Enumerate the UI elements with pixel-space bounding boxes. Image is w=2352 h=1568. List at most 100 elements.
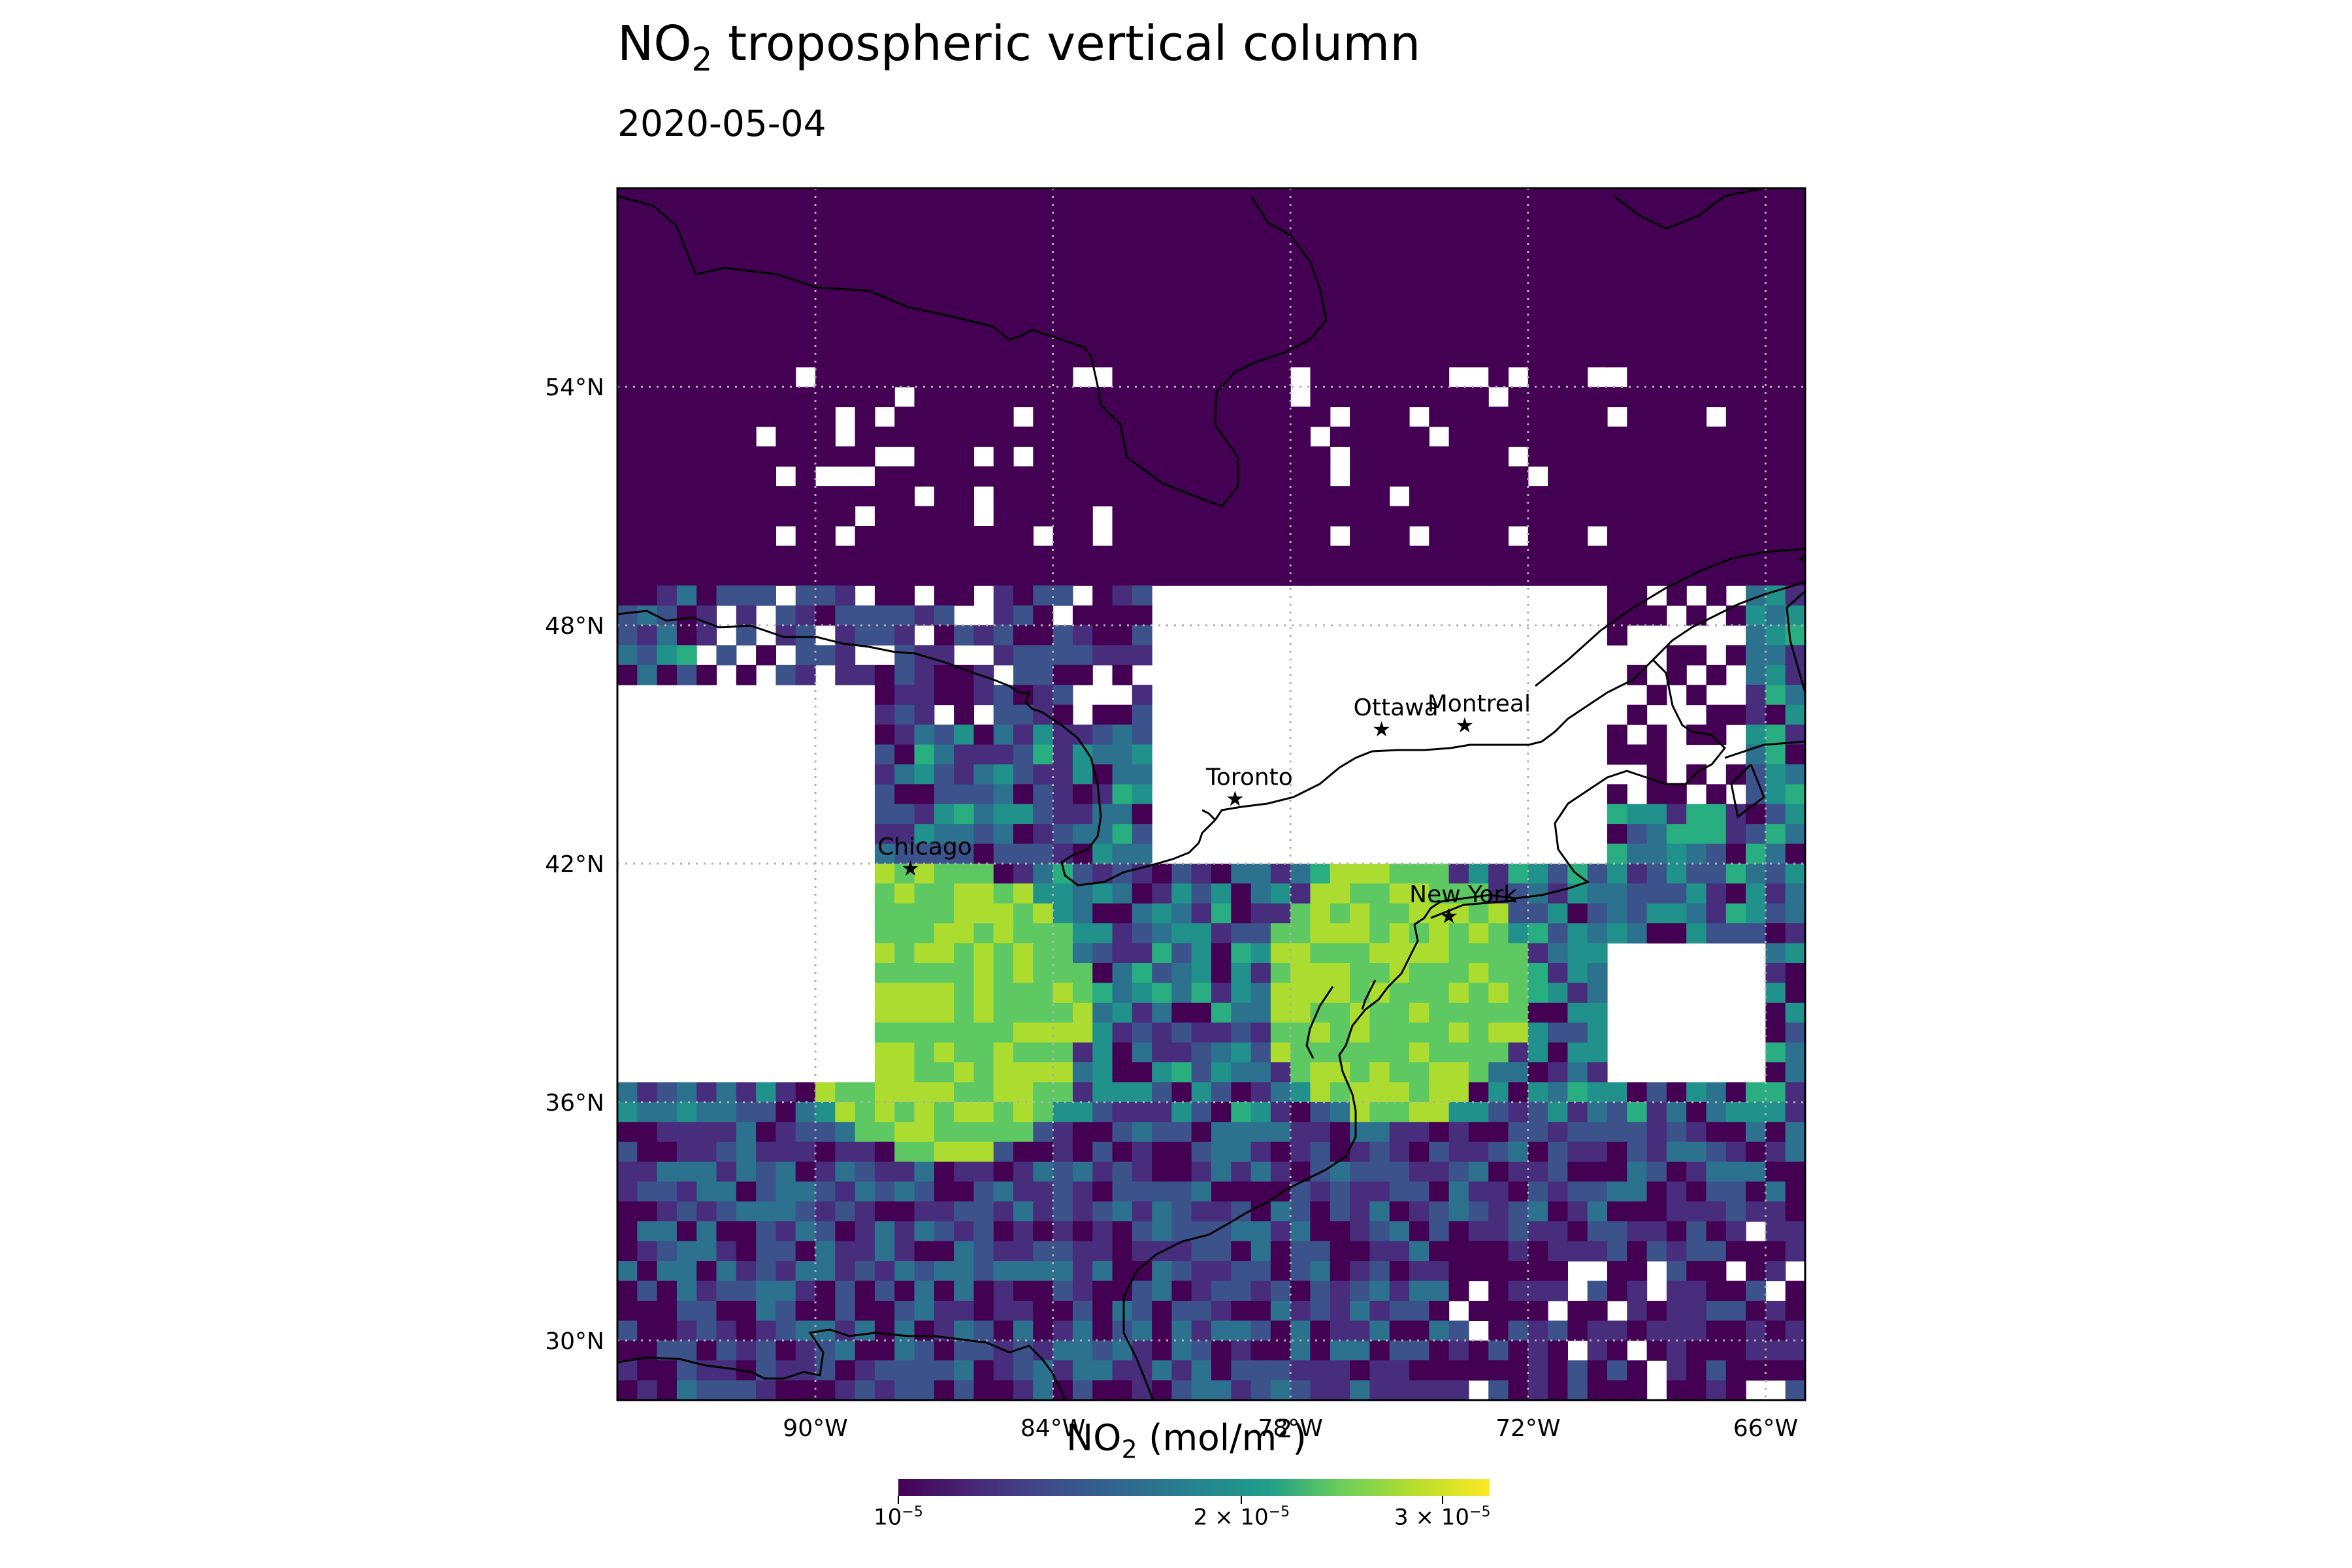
data-cell — [1072, 725, 1093, 745]
data-cell — [657, 1301, 678, 1321]
data-cell — [1706, 1320, 1727, 1341]
data-cell — [1448, 963, 1469, 983]
data-cell — [1290, 1221, 1311, 1242]
data-cell — [1389, 446, 1410, 467]
data-cell — [1092, 725, 1113, 745]
data-cell — [1053, 446, 1073, 467]
data-cell — [1072, 486, 1093, 507]
data-cell — [1429, 287, 1450, 308]
data-cell — [934, 903, 955, 924]
data-cell — [815, 1141, 836, 1162]
data-cell — [1250, 248, 1271, 269]
data-cell — [716, 645, 737, 666]
data-cell — [1706, 426, 1727, 447]
data-cell — [1310, 506, 1331, 527]
data-cell — [1330, 1320, 1350, 1341]
data-cell — [1033, 347, 1054, 368]
data-cell — [1211, 1141, 1232, 1162]
data-cell — [1231, 327, 1252, 348]
data-cell — [1488, 923, 1509, 944]
data-cell — [1508, 1281, 1529, 1301]
data-cell — [1765, 406, 1786, 427]
data-cell — [1429, 983, 1450, 1004]
data-cell — [954, 1320, 974, 1341]
data-cell — [1231, 943, 1252, 964]
data-cell — [1013, 1082, 1034, 1103]
data-cell — [1072, 824, 1093, 845]
data-cell — [934, 1241, 955, 1262]
data-cell — [1231, 1320, 1252, 1341]
data-cell — [1646, 446, 1667, 467]
data-cell — [954, 685, 974, 706]
data-cell — [1548, 526, 1568, 546]
data-cell — [993, 983, 1014, 1004]
data-cell — [736, 208, 757, 229]
data-cell — [1448, 1380, 1469, 1400]
data-cell — [1053, 466, 1073, 487]
data-cell — [1053, 1261, 1073, 1282]
data-cell — [1211, 208, 1232, 229]
data-cell — [1527, 1102, 1548, 1122]
data-cell — [1587, 287, 1608, 308]
data-cell — [1053, 248, 1073, 269]
data-cell — [756, 466, 776, 487]
data-cell — [1053, 1022, 1073, 1043]
data-cell — [954, 1181, 974, 1202]
data-cell — [1072, 1360, 1093, 1381]
data-cell — [894, 1360, 915, 1381]
data-cell — [1250, 903, 1271, 924]
data-cell — [1033, 267, 1054, 288]
data-cell — [1092, 267, 1113, 288]
data-cell — [1409, 1261, 1429, 1282]
data-cell — [657, 248, 678, 269]
data-cell — [894, 267, 915, 288]
data-cell — [1270, 963, 1291, 983]
data-cell — [1548, 923, 1568, 944]
data-cell — [993, 208, 1014, 229]
data-cell — [1409, 446, 1429, 467]
data-cell — [1627, 1360, 1648, 1381]
no2-data-grid — [617, 188, 1805, 1400]
data-cell — [954, 486, 974, 507]
data-cell — [1646, 1122, 1667, 1143]
data-cell — [1152, 248, 1172, 269]
data-cell — [1488, 963, 1509, 983]
data-cell — [1270, 327, 1291, 348]
data-cell — [1330, 1380, 1350, 1400]
data-cell — [1607, 1380, 1627, 1400]
data-cell — [993, 227, 1014, 248]
data-cell — [1310, 1380, 1331, 1400]
data-cell — [914, 1201, 935, 1222]
data-cell — [1310, 347, 1331, 368]
data-cell — [1488, 486, 1509, 507]
data-cell — [1508, 426, 1529, 447]
data-cell — [756, 406, 776, 427]
data-cell — [1290, 883, 1311, 904]
data-cell — [1310, 1022, 1331, 1043]
data-cell — [1250, 546, 1271, 566]
data-cell — [1389, 1082, 1410, 1103]
data-cell — [716, 1261, 737, 1282]
data-cell — [1033, 466, 1054, 487]
data-cell — [973, 1022, 994, 1043]
data-cell — [1706, 1360, 1727, 1381]
data-cell — [1112, 406, 1133, 427]
data-cell — [1746, 506, 1766, 527]
data-cell — [1429, 1002, 1450, 1023]
data-cell — [1488, 1221, 1509, 1242]
data-cell — [1112, 446, 1133, 467]
data-cell — [1646, 1320, 1667, 1341]
data-cell — [1211, 1320, 1232, 1341]
data-cell — [1548, 347, 1568, 368]
data-cell — [1152, 307, 1172, 328]
data-cell — [1527, 863, 1548, 884]
data-cell — [1666, 1241, 1687, 1262]
data-cell — [1270, 1062, 1291, 1083]
colorbar-label-middle: (mol/m — [1137, 1416, 1277, 1459]
data-cell — [716, 188, 737, 208]
data-cell — [1330, 1102, 1350, 1122]
data-cell — [1330, 426, 1350, 447]
lat-tick-label: 48°N — [545, 613, 604, 640]
data-cell — [1488, 983, 1509, 1004]
data-cell — [617, 406, 638, 427]
